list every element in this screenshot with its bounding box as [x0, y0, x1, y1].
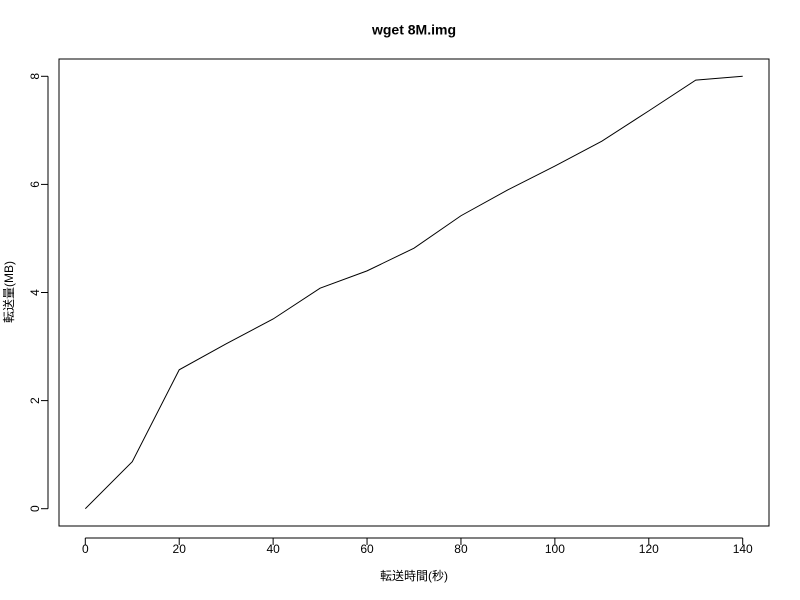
y-tick-label: 0: [28, 505, 42, 512]
chart-title: wget 8M.img: [371, 22, 456, 38]
x-tick-label: 20: [173, 542, 187, 556]
x-tick-label: 140: [733, 542, 753, 556]
x-tick-label: 100: [545, 542, 565, 556]
x-axis-label: 転送時間(秒): [380, 568, 448, 583]
data-line: [84, 75, 743, 510]
plot-box: [58, 58, 770, 527]
y-tick-label: 6: [28, 181, 42, 188]
x-tick-label: 40: [266, 542, 280, 556]
y-tick-label: 4: [28, 289, 42, 296]
x-tick-label: 120: [639, 542, 659, 556]
x-tick-label: 0: [82, 542, 89, 556]
x-tick-label: 60: [360, 542, 374, 556]
x-tick-label: 80: [454, 542, 468, 556]
y-tick-label: 2: [28, 397, 42, 404]
y-tick-label: 8: [28, 73, 42, 80]
y-axis-label: 転送量(MB): [1, 261, 16, 323]
